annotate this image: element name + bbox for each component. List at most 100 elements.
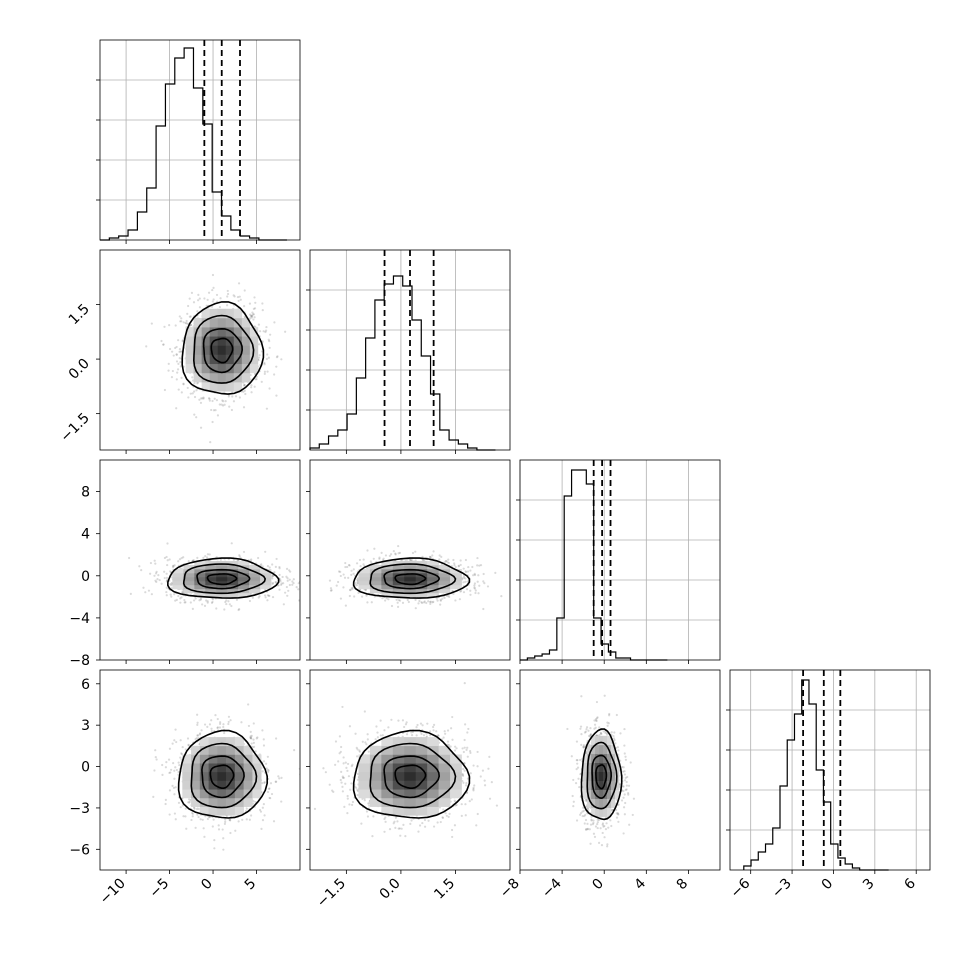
- scatter-point: [175, 345, 178, 349]
- density-cell: [381, 565, 394, 570]
- scatter-point: [474, 589, 477, 592]
- scatter-point: [170, 376, 174, 379]
- scatter-point: [362, 558, 365, 561]
- density-cell: [217, 382, 227, 392]
- scatter-point: [192, 301, 196, 304]
- scatter-point: [274, 580, 277, 584]
- scatter-point: [411, 551, 415, 555]
- scatter-point: [406, 598, 409, 602]
- scatter-point: [241, 818, 244, 821]
- scatter-point: [454, 565, 457, 569]
- scatter-point: [355, 584, 358, 587]
- scatter-point: [350, 587, 353, 590]
- scatter-point: [282, 582, 285, 585]
- scatter-point: [273, 321, 276, 324]
- density-cell: [238, 561, 250, 566]
- scatter-point: [140, 569, 143, 572]
- density-cell: [260, 572, 272, 578]
- scatter-point: [171, 350, 174, 353]
- scatter-point: [347, 576, 350, 579]
- scatter-point: [251, 311, 254, 314]
- scatter-point: [284, 591, 287, 594]
- scatter-point: [267, 338, 270, 341]
- scatter-point: [215, 293, 219, 297]
- scatter-point: [178, 315, 181, 318]
- scatter-point: [180, 320, 183, 323]
- scatter-point: [222, 848, 225, 851]
- scatter-point: [263, 814, 266, 817]
- scatter-point: [264, 330, 267, 334]
- scatter-point: [172, 762, 175, 765]
- density-cell: [427, 569, 439, 574]
- scatter-point: [297, 588, 300, 591]
- scatter-point: [291, 583, 294, 586]
- scatter-point: [350, 569, 353, 572]
- scatter-point: [292, 578, 295, 581]
- panel-body: [127, 542, 313, 612]
- scatter-point: [166, 559, 169, 562]
- scatter-point: [311, 588, 313, 590]
- scatter-point: [218, 403, 221, 406]
- scatter-point: [271, 577, 274, 580]
- scatter-point: [197, 807, 200, 811]
- scatter-point: [439, 598, 442, 601]
- scatter-point: [271, 581, 275, 585]
- scatter-point: [462, 575, 466, 578]
- scatter-point: [167, 369, 170, 372]
- scatter-point: [187, 744, 190, 747]
- scatter-point: [150, 593, 153, 596]
- scatter-point: [352, 568, 355, 571]
- scatter-point: [356, 582, 359, 585]
- scatter-point: [169, 570, 172, 573]
- scatter-point: [206, 553, 210, 556]
- scatter-point: [443, 596, 446, 600]
- scatter-point: [209, 441, 212, 444]
- density-cell: [209, 354, 219, 365]
- scatter-point: [220, 403, 223, 406]
- scatter-point: [243, 389, 246, 392]
- scatter-point: [384, 599, 387, 602]
- scatter-point: [203, 604, 207, 607]
- scatter-point: [206, 601, 209, 604]
- scatter-point: [267, 356, 270, 359]
- scatter-point: [153, 559, 156, 562]
- scatter-point: [195, 389, 198, 392]
- density-cell: [193, 336, 202, 346]
- density-cell: [201, 308, 210, 319]
- scatter-point: [257, 323, 261, 326]
- scatter-point: [477, 574, 480, 577]
- scatter-point: [429, 602, 432, 605]
- scatter-point: [408, 558, 412, 562]
- contour-line-1: [196, 568, 251, 590]
- scatter-point: [457, 565, 460, 568]
- scatter-point: [406, 558, 409, 561]
- grid: [100, 40, 300, 240]
- scatter-point: [349, 588, 352, 592]
- density-cell: [450, 584, 462, 590]
- density-cell: [415, 580, 428, 586]
- scatter-point: [469, 569, 472, 572]
- scatter-point: [211, 600, 214, 604]
- density-cell: [238, 576, 250, 582]
- scatter-point: [372, 557, 375, 560]
- scatter-point: [201, 603, 204, 606]
- scatter-point: [227, 395, 230, 398]
- scatter-point: [179, 756, 182, 759]
- scatter-point: [459, 559, 462, 562]
- density-cell: [249, 354, 259, 365]
- scatter-point: [211, 300, 214, 303]
- scatter-point: [265, 325, 268, 329]
- scatter-point: [215, 399, 219, 402]
- scatter-point: [157, 574, 160, 577]
- density-cell: [216, 576, 228, 582]
- scatter-point: [216, 414, 220, 417]
- density-cell: [216, 580, 228, 586]
- scatter-point: [191, 559, 195, 562]
- scatter-point: [260, 827, 263, 830]
- scatter-point: [181, 340, 184, 343]
- scatter-point: [167, 362, 170, 365]
- density-cell: [201, 336, 210, 346]
- scatter-point: [175, 407, 178, 410]
- density-cell: [201, 363, 210, 374]
